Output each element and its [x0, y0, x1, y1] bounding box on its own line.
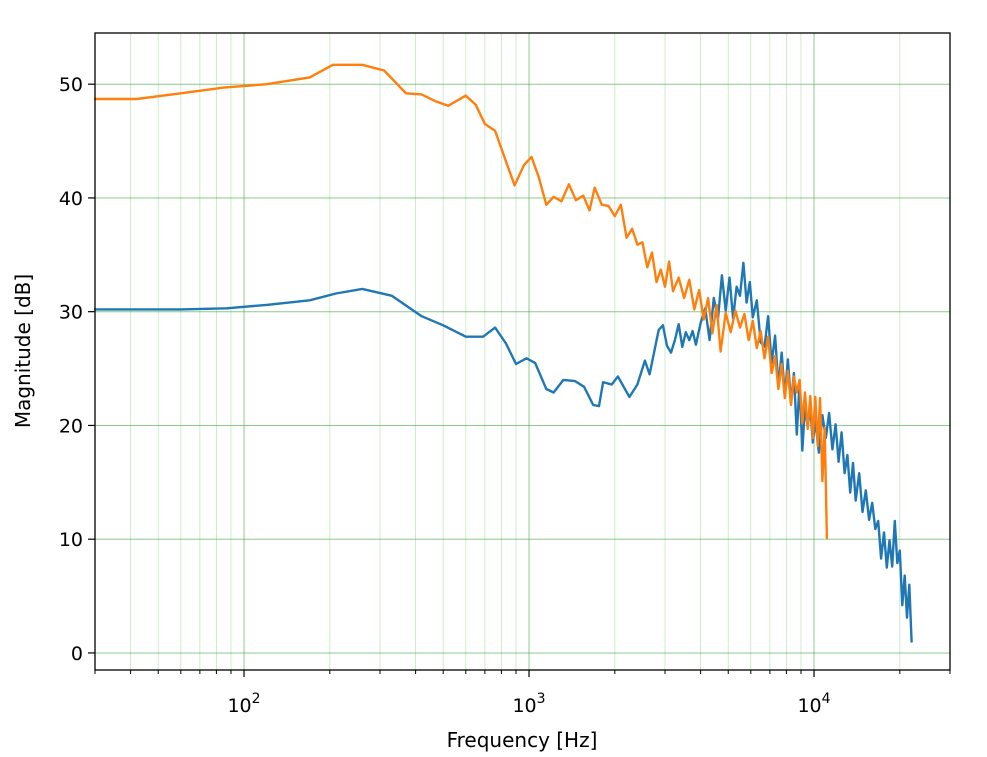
x-axis-label: Frequency [Hz] [447, 728, 598, 752]
series-layer [93, 63, 913, 643]
series-line-2 [93, 63, 829, 540]
y-tick-label: 40 [59, 188, 83, 210]
plot-frame [94, 32, 951, 671]
y-tick-label: 20 [59, 415, 83, 437]
y-axis-label: Magnitude [dB] [11, 274, 35, 428]
y-tick-label: 0 [71, 643, 83, 665]
axis-tick-labels: 102 103 104 0 10 20 30 40 50 [59, 74, 831, 717]
major-grid [95, 33, 950, 670]
x-tick-label: 102 [227, 691, 260, 717]
axis-ticks [88, 83, 951, 677]
y-tick-label: 30 [59, 302, 83, 324]
series-line-1 [93, 261, 913, 643]
y-tick-label: 10 [59, 529, 83, 551]
x-tick-label: 103 [512, 691, 545, 717]
x-tick-label: 104 [797, 691, 830, 717]
y-tick-label: 50 [59, 74, 83, 96]
